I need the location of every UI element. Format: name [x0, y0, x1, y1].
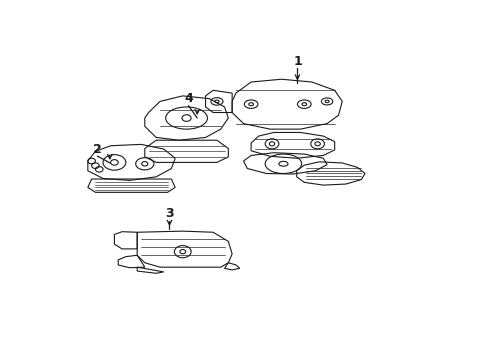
Text: 3: 3	[165, 207, 174, 220]
Text: 1: 1	[293, 55, 302, 68]
Text: 4: 4	[184, 92, 193, 105]
Text: 2: 2	[93, 143, 102, 156]
